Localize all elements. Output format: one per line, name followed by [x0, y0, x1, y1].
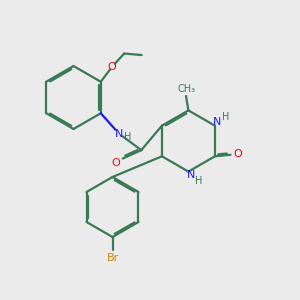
Text: Br: Br — [106, 253, 119, 263]
Text: O: O — [112, 158, 121, 168]
Text: N: N — [187, 170, 195, 180]
Text: N: N — [115, 129, 123, 139]
Text: O: O — [108, 62, 117, 72]
Text: CH₃: CH₃ — [178, 84, 196, 94]
Text: H: H — [124, 132, 131, 142]
Text: N: N — [213, 117, 221, 127]
Text: H: H — [195, 176, 203, 186]
Text: O: O — [233, 149, 242, 159]
Text: H: H — [222, 112, 229, 122]
